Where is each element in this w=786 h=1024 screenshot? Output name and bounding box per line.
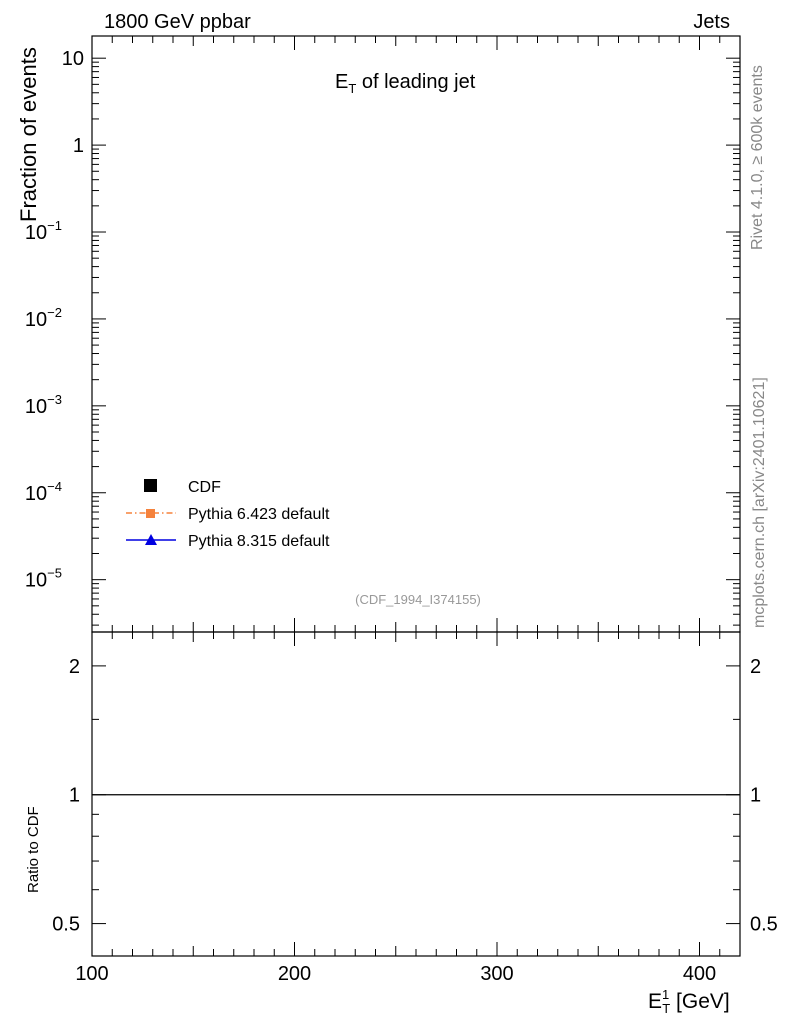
y-tick-label: 10−4 bbox=[25, 479, 62, 505]
legend-marker-py6 bbox=[146, 509, 155, 518]
legend-label-py6: Pythia 6.423 default bbox=[188, 506, 330, 523]
ratio-y-tick-label-right: 0.5 bbox=[750, 914, 778, 936]
ratio-plot-frame bbox=[91, 631, 741, 957]
reference-label: (CDF_1994_I374155) bbox=[355, 592, 481, 607]
x-tick-label: 400 bbox=[683, 963, 716, 985]
main-y-axis-label: Fraction of events bbox=[16, 47, 41, 222]
ratio-axis-ticks: 100 200 300 400 0.5 0.5 1 1 2 2 bbox=[52, 632, 778, 985]
x-tick-label: 300 bbox=[480, 963, 513, 985]
main-title: ET of leading jet bbox=[335, 71, 476, 96]
ratio-y-tick-label-right: 1 bbox=[750, 785, 761, 807]
side-label-bottom: mcplots.cern.ch [arXiv:2401.10621] bbox=[751, 377, 768, 628]
x-tick-label: 200 bbox=[278, 963, 311, 985]
side-label-top: Rivet 4.1.0, ≥ 600k events bbox=[749, 65, 766, 250]
y-tick-label: 10−5 bbox=[25, 566, 62, 592]
header-left: 1800 GeV ppbar bbox=[104, 11, 251, 33]
y-tick-label: 10−3 bbox=[25, 392, 62, 418]
y-tick-label: 10−2 bbox=[25, 305, 62, 331]
legend-label-cdf: CDF bbox=[188, 479, 221, 496]
ratio-y-tick-label: 1 bbox=[69, 785, 80, 807]
x-axis-label: E1 T [GeV] bbox=[648, 987, 730, 1016]
ratio-y-tick-label: 2 bbox=[69, 656, 80, 678]
x-tick-label: 100 bbox=[75, 963, 108, 985]
y-tick-label: 10−1 bbox=[25, 218, 62, 244]
ratio-y-tick-label: 0.5 bbox=[52, 914, 80, 936]
ratio-y-axis-label: Ratio to CDF bbox=[25, 806, 42, 893]
y-tick-label: 1 bbox=[73, 135, 84, 157]
header-right: Jets bbox=[693, 11, 730, 33]
y-tick-label: 10 bbox=[62, 48, 84, 70]
legend-marker-py8 bbox=[145, 534, 157, 545]
legend-label-py8: Pythia 8.315 default bbox=[188, 533, 330, 550]
ratio-y-tick-label-right: 2 bbox=[750, 656, 761, 678]
legend: CDF Pythia 6.423 default Pythia 8.315 de… bbox=[126, 479, 330, 550]
legend-marker-cdf bbox=[144, 479, 157, 492]
main-axis-ticks: 10 1 10−1 10−2 10−3 10−4 10−5 bbox=[25, 36, 741, 632]
